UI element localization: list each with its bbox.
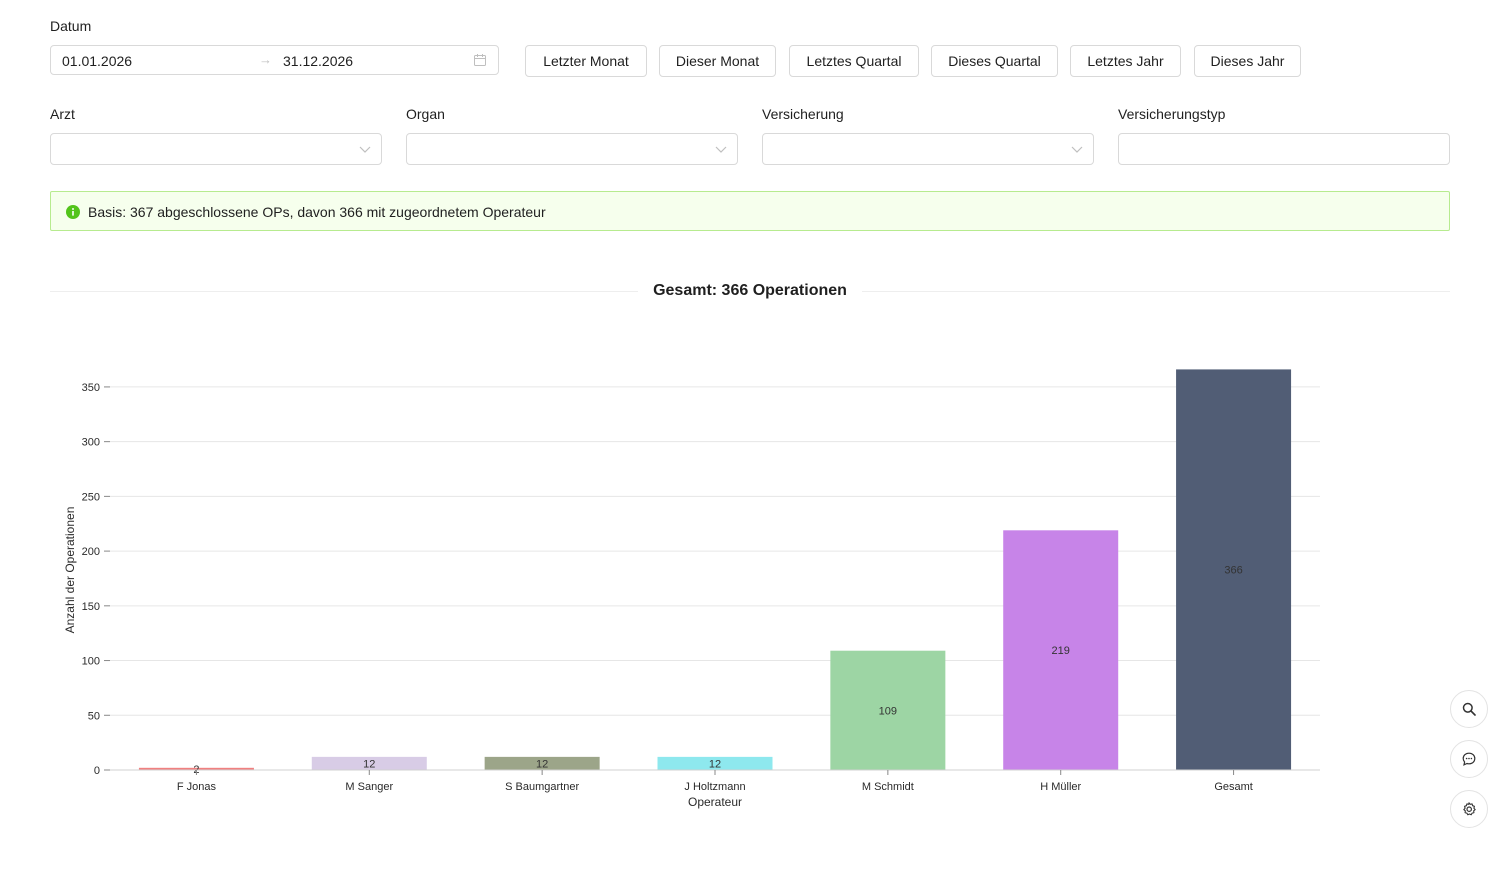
- x-tick-label: H Müller: [1040, 781, 1081, 793]
- alert-text: Basis: 367 abgeschlossene OPs, davon 366…: [88, 204, 546, 220]
- bar-value-label: 219: [1052, 645, 1070, 657]
- gear-icon: [1463, 802, 1476, 816]
- chart-grid: [110, 386, 1320, 771]
- bar-value-label: 366: [1224, 565, 1242, 577]
- date-to-input[interactable]: 31.12.2026: [283, 53, 354, 69]
- divider-line-left: [50, 291, 638, 292]
- bar-5: [1003, 530, 1119, 770]
- versicherung-select[interactable]: [762, 133, 1094, 165]
- chevron-down-icon: [359, 146, 371, 153]
- y-axis-label: Anzahl der Operationen: [63, 507, 77, 634]
- bar-3: [657, 756, 773, 770]
- y-tick-label: 50: [88, 710, 100, 722]
- search-icon: [1462, 702, 1476, 716]
- x-axis-label: Operateur: [688, 795, 742, 809]
- x-tick-label: F Jonas: [177, 781, 217, 793]
- bar-4: [830, 650, 946, 770]
- chat-icon: [1462, 752, 1476, 766]
- divider-line-right: [862, 291, 1450, 292]
- date-label: Datum: [50, 18, 92, 34]
- y-tick-label: 100: [82, 656, 100, 668]
- search-button[interactable]: [1450, 690, 1488, 728]
- y-tick-label: 250: [82, 491, 100, 503]
- section-title: Gesamt: 366 Operationen: [653, 282, 847, 299]
- versicherungstyp-select[interactable]: [1118, 133, 1450, 165]
- chevron-down-icon: [715, 146, 727, 153]
- preset-this-month-button[interactable]: Dieser Monat: [659, 45, 776, 77]
- preset-last-quarter-button[interactable]: Letztes Quartal: [789, 45, 919, 77]
- versicherung-label: Versicherung: [762, 106, 844, 122]
- bar-2: [484, 756, 600, 770]
- info-alert: Basis: 367 abgeschlossene OPs, davon 366…: [50, 191, 1450, 231]
- versicherungstyp-label: Versicherungstyp: [1118, 106, 1226, 122]
- arzt-label: Arzt: [50, 106, 75, 122]
- x-tick-label: M Schmidt: [862, 781, 914, 793]
- x-tick-label: S Baumgartner: [505, 781, 579, 793]
- arzt-select[interactable]: [50, 133, 382, 165]
- bar-6: [1176, 369, 1292, 770]
- bar-1: [311, 756, 427, 770]
- range-arrow-icon: →: [259, 52, 272, 67]
- bar-value-label: 12: [709, 758, 721, 770]
- y-axis: 0 50 100 150 200 250 300 350: [82, 382, 110, 777]
- preset-last-month-button[interactable]: Letzter Monat: [525, 45, 647, 77]
- bar-value-label: 109: [879, 705, 897, 717]
- x-axis: F Jonas M Sanger S Baumgartner J Holtzmann M…: [110, 769, 1320, 793]
- y-tick-label: 350: [82, 382, 100, 394]
- settings-button[interactable]: [1450, 790, 1488, 828]
- date-from-input[interactable]: 01.01.2026: [62, 53, 133, 69]
- preset-last-year-button[interactable]: Letztes Jahr: [1070, 45, 1181, 77]
- date-range-picker[interactable]: 01.01.2026 → 31.12.2026: [50, 45, 499, 75]
- bar-value-label: 12: [363, 758, 375, 770]
- y-tick-label: 200: [82, 546, 100, 558]
- y-tick-label: 300: [82, 437, 100, 449]
- chevron-down-icon: [1071, 146, 1083, 153]
- organ-select[interactable]: [406, 133, 738, 165]
- bar-0: [138, 767, 254, 770]
- x-tick-label: J Holtzmann: [684, 781, 745, 793]
- chat-button[interactable]: [1450, 740, 1488, 778]
- y-tick-label: 0: [94, 765, 100, 777]
- info-icon: [66, 205, 80, 219]
- x-tick-label: M Sanger: [345, 781, 393, 793]
- chart-bars: 2121212109219366: [138, 369, 1292, 776]
- organ-label: Organ: [406, 106, 445, 122]
- y-tick-label: 150: [82, 601, 100, 613]
- preset-this-year-button[interactable]: Dieses Jahr: [1194, 45, 1301, 77]
- bar-value-label: 12: [536, 758, 548, 770]
- x-tick-label: Gesamt: [1214, 781, 1253, 793]
- calendar-icon: [474, 54, 486, 66]
- preset-this-quarter-button[interactable]: Dieses Quartal: [931, 45, 1058, 77]
